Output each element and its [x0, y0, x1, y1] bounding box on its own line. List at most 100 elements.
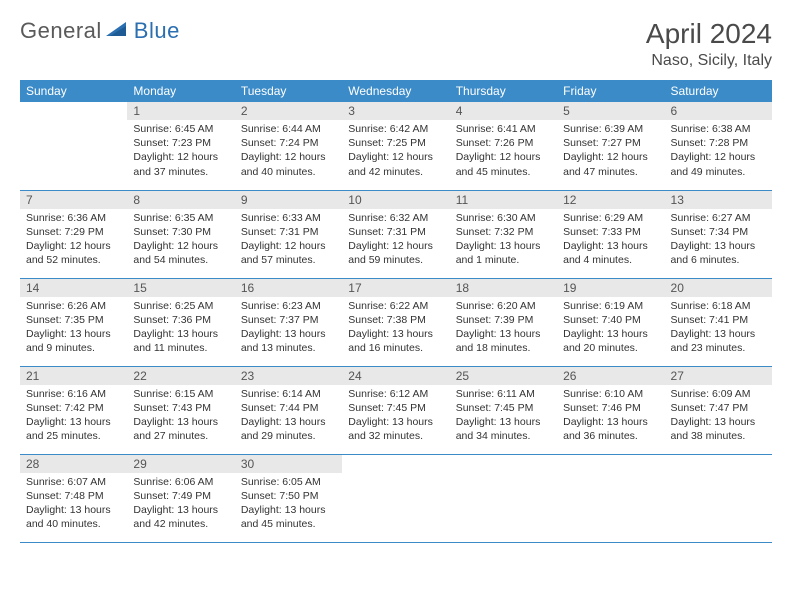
day-number: 9	[235, 191, 342, 209]
calendar-day-cell: 28Sunrise: 6:07 AMSunset: 7:48 PMDayligh…	[20, 454, 127, 542]
day-details: Sunrise: 6:12 AMSunset: 7:45 PMDaylight:…	[342, 385, 449, 448]
calendar-day-cell: 3Sunrise: 6:42 AMSunset: 7:25 PMDaylight…	[342, 102, 449, 190]
day-details: Sunrise: 6:15 AMSunset: 7:43 PMDaylight:…	[127, 385, 234, 448]
day-details: Sunrise: 6:33 AMSunset: 7:31 PMDaylight:…	[235, 209, 342, 272]
calendar-day-cell: 23Sunrise: 6:14 AMSunset: 7:44 PMDayligh…	[235, 366, 342, 454]
calendar-day-cell: 9Sunrise: 6:33 AMSunset: 7:31 PMDaylight…	[235, 190, 342, 278]
day-number: 20	[665, 279, 772, 297]
calendar-day-cell: 21Sunrise: 6:16 AMSunset: 7:42 PMDayligh…	[20, 366, 127, 454]
calendar-day-cell	[450, 454, 557, 542]
day-details: Sunrise: 6:20 AMSunset: 7:39 PMDaylight:…	[450, 297, 557, 360]
day-number: 30	[235, 455, 342, 473]
calendar-day-cell: 30Sunrise: 6:05 AMSunset: 7:50 PMDayligh…	[235, 454, 342, 542]
location-label: Naso, Sicily, Italy	[646, 52, 772, 70]
calendar-head: SundayMondayTuesdayWednesdayThursdayFrid…	[20, 80, 772, 102]
calendar-day-cell: 27Sunrise: 6:09 AMSunset: 7:47 PMDayligh…	[665, 366, 772, 454]
day-number: 1	[127, 102, 234, 120]
day-number: 11	[450, 191, 557, 209]
day-details: Sunrise: 6:16 AMSunset: 7:42 PMDaylight:…	[20, 385, 127, 448]
calendar-week-row: 14Sunrise: 6:26 AMSunset: 7:35 PMDayligh…	[20, 278, 772, 366]
header: General Blue April 2024 Naso, Sicily, It…	[20, 18, 772, 70]
calendar-day-cell: 19Sunrise: 6:19 AMSunset: 7:40 PMDayligh…	[557, 278, 664, 366]
day-details: Sunrise: 6:30 AMSunset: 7:32 PMDaylight:…	[450, 209, 557, 272]
day-number: 4	[450, 102, 557, 120]
day-details: Sunrise: 6:42 AMSunset: 7:25 PMDaylight:…	[342, 120, 449, 183]
calendar-day-cell: 10Sunrise: 6:32 AMSunset: 7:31 PMDayligh…	[342, 190, 449, 278]
title-block: April 2024 Naso, Sicily, Italy	[646, 18, 772, 70]
day-details: Sunrise: 6:22 AMSunset: 7:38 PMDaylight:…	[342, 297, 449, 360]
day-number: 3	[342, 102, 449, 120]
day-number: 5	[557, 102, 664, 120]
calendar-day-cell: 14Sunrise: 6:26 AMSunset: 7:35 PMDayligh…	[20, 278, 127, 366]
day-details: Sunrise: 6:19 AMSunset: 7:40 PMDaylight:…	[557, 297, 664, 360]
day-header: Friday	[557, 80, 664, 102]
day-number: 2	[235, 102, 342, 120]
day-details: Sunrise: 6:18 AMSunset: 7:41 PMDaylight:…	[665, 297, 772, 360]
day-header: Sunday	[20, 80, 127, 102]
day-details: Sunrise: 6:26 AMSunset: 7:35 PMDaylight:…	[20, 297, 127, 360]
day-details: Sunrise: 6:23 AMSunset: 7:37 PMDaylight:…	[235, 297, 342, 360]
calendar-day-cell: 26Sunrise: 6:10 AMSunset: 7:46 PMDayligh…	[557, 366, 664, 454]
calendar-day-cell: 6Sunrise: 6:38 AMSunset: 7:28 PMDaylight…	[665, 102, 772, 190]
calendar-day-cell: 16Sunrise: 6:23 AMSunset: 7:37 PMDayligh…	[235, 278, 342, 366]
calendar-day-cell: 4Sunrise: 6:41 AMSunset: 7:26 PMDaylight…	[450, 102, 557, 190]
calendar-day-cell: 11Sunrise: 6:30 AMSunset: 7:32 PMDayligh…	[450, 190, 557, 278]
day-details: Sunrise: 6:41 AMSunset: 7:26 PMDaylight:…	[450, 120, 557, 183]
calendar-day-cell	[342, 454, 449, 542]
logo-text-b: Blue	[134, 18, 180, 44]
calendar-day-cell	[665, 454, 772, 542]
day-details: Sunrise: 6:27 AMSunset: 7:34 PMDaylight:…	[665, 209, 772, 272]
calendar-day-cell: 18Sunrise: 6:20 AMSunset: 7:39 PMDayligh…	[450, 278, 557, 366]
day-number: 21	[20, 367, 127, 385]
calendar-day-cell: 13Sunrise: 6:27 AMSunset: 7:34 PMDayligh…	[665, 190, 772, 278]
calendar-day-cell: 15Sunrise: 6:25 AMSunset: 7:36 PMDayligh…	[127, 278, 234, 366]
calendar-body: 1Sunrise: 6:45 AMSunset: 7:23 PMDaylight…	[20, 102, 772, 542]
day-details: Sunrise: 6:11 AMSunset: 7:45 PMDaylight:…	[450, 385, 557, 448]
calendar-day-cell: 12Sunrise: 6:29 AMSunset: 7:33 PMDayligh…	[557, 190, 664, 278]
day-details: Sunrise: 6:36 AMSunset: 7:29 PMDaylight:…	[20, 209, 127, 272]
day-number: 29	[127, 455, 234, 473]
calendar-day-cell: 22Sunrise: 6:15 AMSunset: 7:43 PMDayligh…	[127, 366, 234, 454]
day-details: Sunrise: 6:35 AMSunset: 7:30 PMDaylight:…	[127, 209, 234, 272]
day-details: Sunrise: 6:44 AMSunset: 7:24 PMDaylight:…	[235, 120, 342, 183]
calendar-day-cell: 5Sunrise: 6:39 AMSunset: 7:27 PMDaylight…	[557, 102, 664, 190]
calendar-day-cell	[557, 454, 664, 542]
page-title: April 2024	[646, 18, 772, 50]
day-header: Tuesday	[235, 80, 342, 102]
day-header: Monday	[127, 80, 234, 102]
logo-triangle-icon	[106, 18, 130, 44]
day-number: 17	[342, 279, 449, 297]
calendar-table: SundayMondayTuesdayWednesdayThursdayFrid…	[20, 80, 772, 543]
day-number: 23	[235, 367, 342, 385]
day-number: 22	[127, 367, 234, 385]
calendar-day-cell: 17Sunrise: 6:22 AMSunset: 7:38 PMDayligh…	[342, 278, 449, 366]
calendar-day-cell: 20Sunrise: 6:18 AMSunset: 7:41 PMDayligh…	[665, 278, 772, 366]
day-number: 10	[342, 191, 449, 209]
calendar-week-row: 21Sunrise: 6:16 AMSunset: 7:42 PMDayligh…	[20, 366, 772, 454]
day-number: 28	[20, 455, 127, 473]
calendar-day-cell: 1Sunrise: 6:45 AMSunset: 7:23 PMDaylight…	[127, 102, 234, 190]
day-number: 6	[665, 102, 772, 120]
calendar-day-cell: 24Sunrise: 6:12 AMSunset: 7:45 PMDayligh…	[342, 366, 449, 454]
day-details: Sunrise: 6:39 AMSunset: 7:27 PMDaylight:…	[557, 120, 664, 183]
day-number: 27	[665, 367, 772, 385]
day-details: Sunrise: 6:14 AMSunset: 7:44 PMDaylight:…	[235, 385, 342, 448]
calendar-day-cell: 7Sunrise: 6:36 AMSunset: 7:29 PMDaylight…	[20, 190, 127, 278]
day-header: Saturday	[665, 80, 772, 102]
calendar-day-cell: 29Sunrise: 6:06 AMSunset: 7:49 PMDayligh…	[127, 454, 234, 542]
day-number: 13	[665, 191, 772, 209]
day-number: 8	[127, 191, 234, 209]
calendar-week-row: 1Sunrise: 6:45 AMSunset: 7:23 PMDaylight…	[20, 102, 772, 190]
calendar-day-cell: 25Sunrise: 6:11 AMSunset: 7:45 PMDayligh…	[450, 366, 557, 454]
day-number: 26	[557, 367, 664, 385]
calendar-week-row: 7Sunrise: 6:36 AMSunset: 7:29 PMDaylight…	[20, 190, 772, 278]
day-number: 15	[127, 279, 234, 297]
day-details: Sunrise: 6:07 AMSunset: 7:48 PMDaylight:…	[20, 473, 127, 536]
day-number: 14	[20, 279, 127, 297]
day-number: 25	[450, 367, 557, 385]
day-details: Sunrise: 6:45 AMSunset: 7:23 PMDaylight:…	[127, 120, 234, 183]
day-details: Sunrise: 6:32 AMSunset: 7:31 PMDaylight:…	[342, 209, 449, 272]
calendar-day-cell: 2Sunrise: 6:44 AMSunset: 7:24 PMDaylight…	[235, 102, 342, 190]
day-details: Sunrise: 6:25 AMSunset: 7:36 PMDaylight:…	[127, 297, 234, 360]
day-number: 16	[235, 279, 342, 297]
